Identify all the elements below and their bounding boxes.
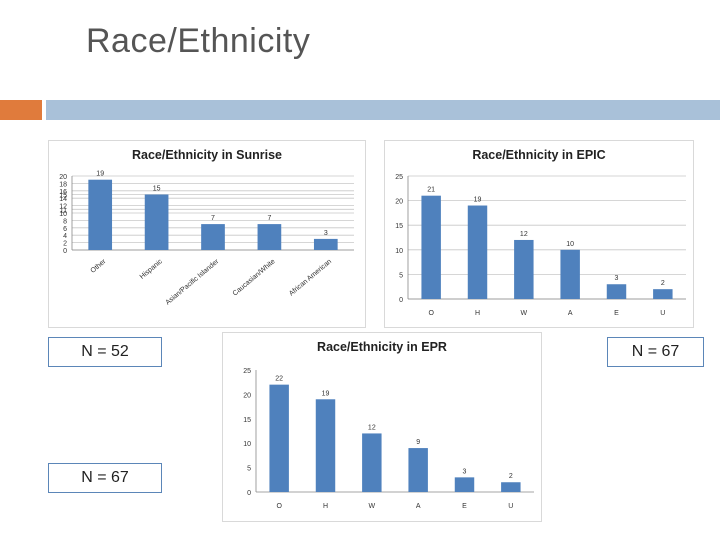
- sunrise-bar: [201, 224, 225, 250]
- epic-ytick: 15: [395, 223, 403, 230]
- epic-bar: [514, 239, 534, 299]
- epr-n-box: N = 67: [48, 463, 162, 493]
- epic-xtick: H: [475, 310, 480, 317]
- chart-epic-svg: Race/Ethnicity in EPIC 0 5 10 15 20 25 21 O 19 H 12…: [384, 140, 694, 328]
- epic-data-label: 21: [427, 187, 435, 194]
- epr-xtick: E: [462, 503, 467, 510]
- sunrise-bar: [144, 194, 169, 250]
- sunrise-ytick: 4: [63, 233, 67, 240]
- epic-data-label: 2: [661, 280, 665, 287]
- sunrise-ytick: 0: [63, 248, 67, 255]
- epic-data-label: 3: [615, 275, 619, 282]
- epr-bar: [454, 477, 475, 492]
- sunrise-bar: [88, 179, 113, 250]
- epr-title: Race/Ethnicity in EPR: [317, 340, 447, 354]
- sunrise-data-label: 15: [153, 186, 161, 193]
- epic-xtick: O: [428, 310, 434, 317]
- sunrise-ytick: 6: [63, 226, 67, 233]
- sunrise-ytick: 11: [60, 207, 67, 214]
- epr-ytick: 25: [243, 368, 251, 375]
- title-band: [46, 100, 720, 120]
- sunrise-ytick: 18: [59, 181, 67, 188]
- sunrise-data-label: 19: [96, 171, 104, 178]
- epr-ytick: 10: [243, 441, 251, 448]
- epic-ytick: 10: [395, 248, 403, 255]
- sunrise-ytick: 2: [63, 241, 67, 248]
- chart-epr: Race/Ethnicity in EPR 0 5 10 15 20 25 22 O 19 H 12 W…: [222, 332, 542, 522]
- chart-sunrise-svg: Race/Ethnicity in Sunrise024681011121415…: [48, 140, 366, 328]
- epic-bar: [467, 205, 488, 299]
- epr-data-label: 12: [368, 424, 376, 431]
- epr-bar: [315, 399, 336, 492]
- chart-sunrise: Race/Ethnicity in Sunrise 0 2 4 6 8 10 11 12 14 15…: [48, 140, 366, 328]
- epr-bar: [408, 448, 428, 492]
- epr-bar: [501, 482, 521, 492]
- epic-bar: [421, 195, 441, 299]
- sunrise-ytick: 20: [59, 174, 67, 181]
- sunrise-n-box: N = 52: [48, 337, 162, 367]
- sunrise-ytick: 12: [59, 204, 67, 211]
- epr-data-label: 3: [463, 468, 467, 475]
- sunrise-ytick: 15: [59, 193, 67, 200]
- epic-bar: [606, 284, 627, 299]
- sunrise-ytick: 8: [63, 218, 67, 225]
- sunrise-data-label: 3: [324, 230, 328, 237]
- sunrise-ytick: 16: [59, 189, 67, 196]
- epic-bar: [560, 249, 580, 299]
- epr-data-label: 2: [509, 473, 513, 480]
- epic-data-label: 10: [566, 241, 574, 248]
- epr-ytick: 5: [247, 466, 251, 473]
- epr-ytick: 20: [243, 392, 251, 399]
- accent-bar: [0, 100, 42, 120]
- epr-ytick: 15: [243, 417, 251, 424]
- sunrise-data-label: 7: [211, 215, 215, 222]
- chart-epr-svg: Race/Ethnicity in EPR 0 5 10 15 20 25 22 O 19 H 12 W…: [222, 332, 542, 522]
- epic-bar: [653, 289, 673, 299]
- epic-n-box: N = 67: [607, 337, 704, 367]
- epic-ytick: 0: [399, 297, 403, 304]
- slide-title: Race/Ethnicity: [86, 22, 311, 60]
- epic-ytick: 20: [395, 199, 403, 206]
- epr-data-label: 9: [416, 439, 420, 446]
- epic-xtick: W: [521, 310, 528, 317]
- epic-xtick: E: [614, 310, 619, 317]
- epr-xtick: O: [276, 503, 282, 510]
- epic-ytick: 5: [399, 272, 403, 279]
- epr-bar: [362, 433, 382, 492]
- epic-xtick: A: [568, 310, 573, 317]
- epr-xtick: U: [508, 503, 513, 510]
- epic-title: Race/Ethnicity in EPIC: [472, 148, 605, 162]
- epr-data-label: 19: [322, 390, 330, 397]
- sunrise-bar: [257, 224, 282, 250]
- chart-epic: Race/Ethnicity in EPIC 0 5 10 15 20 25 21 O 19 H 12…: [384, 140, 694, 328]
- sunrise-title: Race/Ethnicity in Sunrise: [132, 148, 282, 162]
- sunrise-ytick: 10: [59, 211, 67, 218]
- epr-xtick: W: [369, 503, 376, 510]
- sunrise-bar: [313, 238, 338, 250]
- epr-data-label: 22: [275, 376, 283, 383]
- epr-xtick: H: [323, 503, 328, 510]
- epr-bar: [269, 384, 289, 492]
- epic-data-label: 12: [520, 231, 528, 238]
- epr-ytick: 0: [247, 490, 251, 497]
- epic-xtick: U: [660, 310, 665, 317]
- epic-ytick: 25: [395, 174, 403, 181]
- epic-data-label: 19: [474, 197, 482, 204]
- epr-xtick: A: [416, 503, 421, 510]
- sunrise-data-label: 7: [267, 215, 271, 222]
- sunrise-ytick: 14: [59, 196, 67, 203]
